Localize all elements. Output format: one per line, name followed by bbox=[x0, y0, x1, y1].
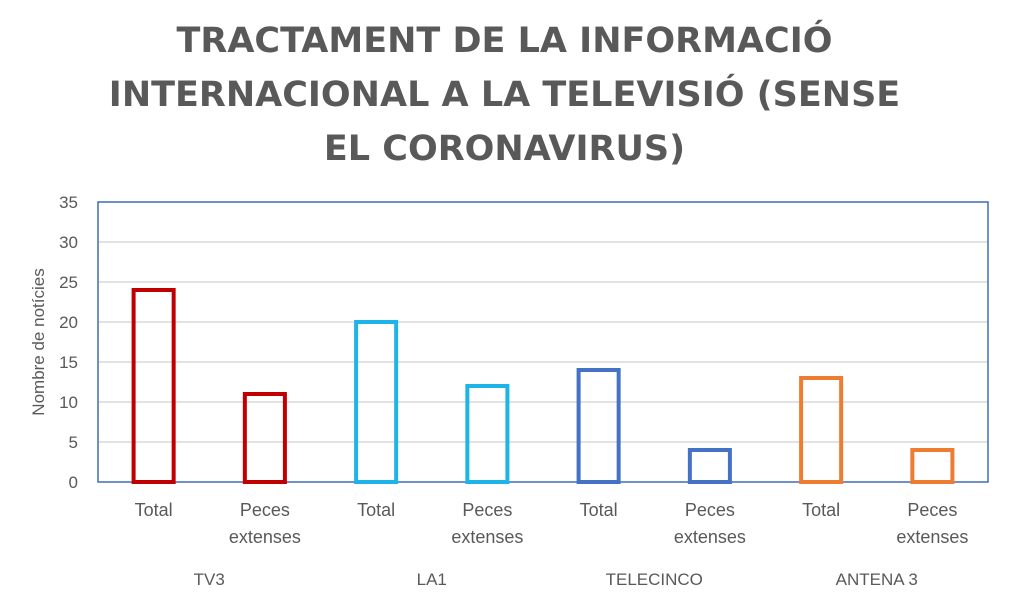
y-tick-label: 5 bbox=[69, 433, 78, 452]
y-tick-label: 20 bbox=[59, 313, 78, 332]
x-group-label: TV3 bbox=[194, 570, 225, 589]
x-category-label: Total bbox=[580, 500, 618, 520]
y-tick-label: 35 bbox=[59, 193, 78, 212]
bars bbox=[131, 288, 955, 484]
bar bbox=[131, 288, 176, 484]
y-axis-label: Nombre de notícies bbox=[29, 268, 48, 415]
x-group-label: TELECINCO bbox=[606, 570, 703, 589]
plot-area-border bbox=[97, 201, 989, 483]
y-axis-ticks: 0 5 10 15 20 25 30 35 bbox=[59, 193, 78, 492]
bar bbox=[465, 384, 510, 484]
x-axis-labels: Total Peces extenses Total Peces extenses Tota… bbox=[135, 500, 969, 589]
x-category-label: Peces bbox=[685, 500, 735, 520]
x-category-label: Peces bbox=[462, 500, 512, 520]
chart-title-line-3: EL CORONAVIRUS) bbox=[323, 129, 686, 169]
x-group-label: LA1 bbox=[417, 570, 447, 589]
x-category-label: extenses bbox=[896, 527, 968, 547]
bar bbox=[687, 448, 732, 484]
x-group-label: ANTENA 3 bbox=[836, 570, 918, 589]
y-tick-label: 25 bbox=[59, 273, 78, 292]
x-category-label: Peces bbox=[240, 500, 290, 520]
x-category-label: Peces bbox=[907, 500, 957, 520]
y-tick-label: 10 bbox=[59, 393, 78, 412]
y-tick-label: 15 bbox=[59, 353, 78, 372]
gridlines bbox=[98, 241, 988, 443]
bar bbox=[576, 368, 621, 484]
y-tick-label: 0 bbox=[69, 473, 78, 492]
bar bbox=[799, 376, 844, 484]
y-tick-label: 30 bbox=[59, 233, 78, 252]
chart-title-line-2: INTERNACIONAL A LA TELEVISIÓ (SENSE bbox=[108, 75, 901, 115]
chart-title: TRACTAMENT DE LA INFORMACIÓ INTERNACIONA… bbox=[0, 14, 1009, 176]
chart-title-line-1: TRACTAMENT DE LA INFORMACIÓ bbox=[176, 21, 833, 61]
x-category-label: Total bbox=[135, 500, 173, 520]
x-category-label: extenses bbox=[229, 527, 301, 547]
x-category-label: extenses bbox=[451, 527, 523, 547]
bar bbox=[910, 448, 955, 484]
bar bbox=[242, 392, 287, 484]
x-category-label: Total bbox=[357, 500, 395, 520]
bar bbox=[354, 320, 399, 484]
x-category-label: Total bbox=[802, 500, 840, 520]
x-category-label: extenses bbox=[674, 527, 746, 547]
